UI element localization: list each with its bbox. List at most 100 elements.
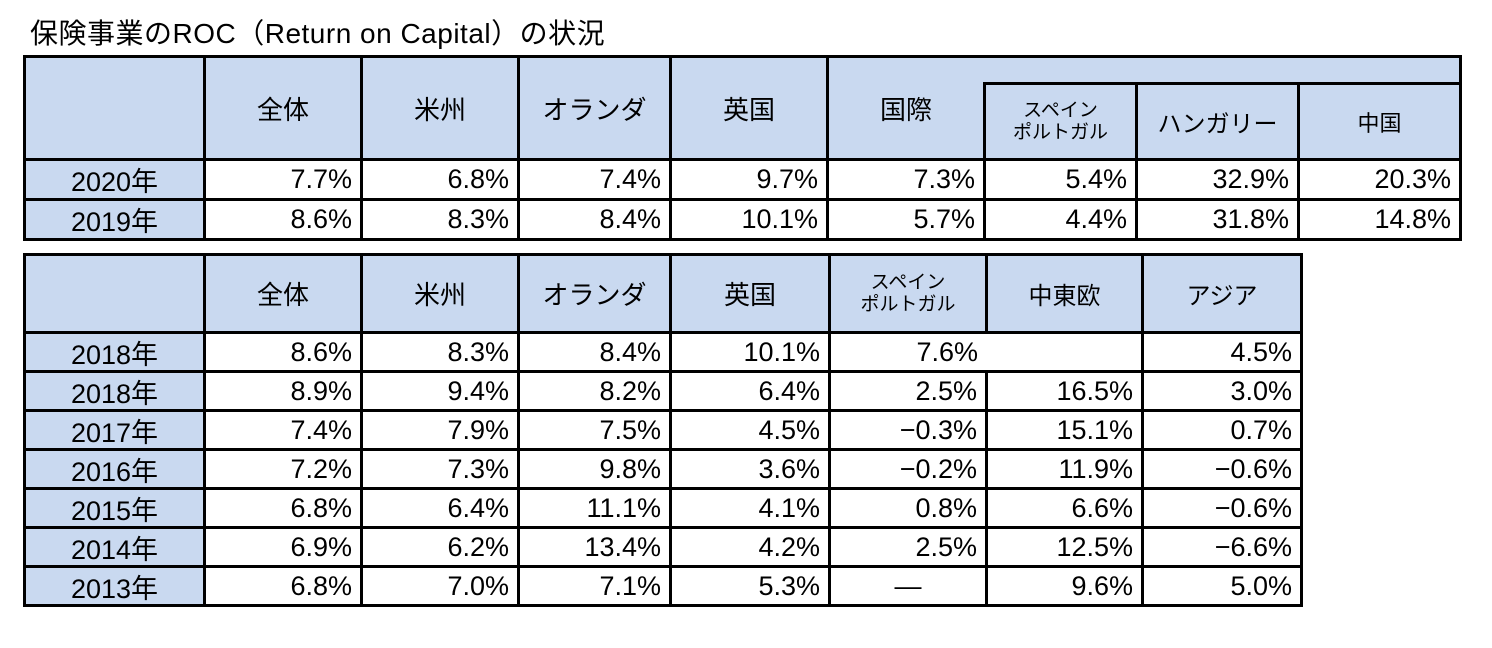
value-cell: 8.9% xyxy=(203,373,360,409)
value-cell: −0.2% xyxy=(828,451,985,487)
value-cell: 9.7% xyxy=(669,161,826,198)
value-cell: 6.9% xyxy=(203,529,360,565)
value-cell: 10.1% xyxy=(669,334,828,370)
table-row-2016: 2016年 7.2% 7.3% 9.8% 3.6% −0.2% 11.9% −0… xyxy=(26,448,1300,487)
header-cell-hungary: ハンガリー xyxy=(1135,85,1297,158)
value-cell: 16.5% xyxy=(985,373,1141,409)
value-cell: 9.4% xyxy=(360,373,517,409)
header-cell-americas: 米州 xyxy=(360,256,517,331)
dash-cell: ― xyxy=(828,568,985,604)
table-row-2014: 2014年 6.9% 6.2% 13.4% 4.2% 2.5% 12.5% −6… xyxy=(26,526,1300,565)
value-cell: 8.4% xyxy=(517,201,669,238)
value-cell: 8.3% xyxy=(360,334,517,370)
value-cell: 7.0% xyxy=(360,568,517,604)
merged-value-cell-spain-cee: 7.6% xyxy=(828,334,1141,370)
value-cell: 7.5% xyxy=(517,412,669,448)
value-cell: 7.1% xyxy=(517,568,669,604)
subgroup-top-strip xyxy=(983,58,1459,82)
value-cell: 8.2% xyxy=(517,373,669,409)
header-cell-spain-portugal: スペイン ポルトガル xyxy=(986,85,1135,158)
value-cell: 8.3% xyxy=(360,201,517,238)
value-cell: 5.4% xyxy=(983,161,1135,198)
value-cell: 8.6% xyxy=(203,334,360,370)
value-cell: 15.1% xyxy=(985,412,1141,448)
value-cell: 0.8% xyxy=(828,490,985,526)
value-cell: 5.0% xyxy=(1141,568,1300,604)
value-cell: 4.5% xyxy=(669,412,828,448)
value-cell: 7.9% xyxy=(360,412,517,448)
value-cell: 6.6% xyxy=(985,490,1141,526)
value-cell: 5.3% xyxy=(669,568,828,604)
value-cell: 8.4% xyxy=(517,334,669,370)
value-cell: 6.4% xyxy=(669,373,828,409)
year-cell: 2013年 xyxy=(26,568,203,604)
header-cell-blank xyxy=(26,58,203,158)
value-cell: 8.6% xyxy=(203,201,360,238)
header-cell-cee: 中東欧 xyxy=(985,256,1141,331)
value-cell: 10.1% xyxy=(669,201,826,238)
year-cell: 2020年 xyxy=(26,161,203,198)
table-row-2017: 2017年 7.4% 7.9% 7.5% 4.5% −0.3% 15.1% 0.… xyxy=(26,409,1300,448)
value-cell: 32.9% xyxy=(1135,161,1297,198)
value-cell: 3.0% xyxy=(1141,373,1300,409)
value-cell: 2.5% xyxy=(828,529,985,565)
year-cell: 2018年 xyxy=(26,334,203,370)
value-cell: 7.4% xyxy=(203,412,360,448)
table-row-2019: 2019年 8.6% 8.3% 8.4% 10.1% 5.7% 4.4% 31.… xyxy=(26,198,1459,238)
table-row-2015: 2015年 6.8% 6.4% 11.1% 4.1% 0.8% 6.6% −0.… xyxy=(26,487,1300,526)
header-cell-total: 全体 xyxy=(203,58,360,158)
value-cell: 7.3% xyxy=(826,161,983,198)
header-cell-uk: 英国 xyxy=(669,58,826,158)
value-cell: 5.7% xyxy=(826,201,983,238)
year-cell: 2017年 xyxy=(26,412,203,448)
value-cell: 6.8% xyxy=(360,161,517,198)
value-cell: 11.1% xyxy=(517,490,669,526)
value-cell: 2.5% xyxy=(828,373,985,409)
value-cell: 0.7% xyxy=(1141,412,1300,448)
value-cell: 13.4% xyxy=(517,529,669,565)
international-subgroup: スペイン ポルトガル ハンガリー 中国 xyxy=(983,58,1459,158)
value-cell: 7.3% xyxy=(360,451,517,487)
table-row-2013: 2013年 6.8% 7.0% 7.1% 5.3% ― 9.6% 5.0% xyxy=(26,565,1300,604)
table-row-2018b: 2018年 8.9% 9.4% 8.2% 6.4% 2.5% 16.5% 3.0… xyxy=(26,370,1300,409)
value-cell: 6.8% xyxy=(203,490,360,526)
value-cell: 7.2% xyxy=(203,451,360,487)
year-cell: 2016年 xyxy=(26,451,203,487)
value-cell: 14.8% xyxy=(1297,201,1459,238)
header-cell-uk: 英国 xyxy=(669,256,828,331)
header-cell-international: 国際 xyxy=(826,58,983,158)
header-cell-netherlands: オランダ xyxy=(517,256,669,331)
subgroup-box: スペイン ポルトガル ハンガリー 中国 xyxy=(983,82,1459,158)
value-cell: 9.8% xyxy=(517,451,669,487)
header-cell-blank xyxy=(26,256,203,331)
value-cell: 31.8% xyxy=(1135,201,1297,238)
value-cell: 4.5% xyxy=(1141,334,1300,370)
header-cell-netherlands: オランダ xyxy=(517,58,669,158)
header-cell-asia: アジア xyxy=(1141,256,1300,331)
page-title: 保険事業のROC（Return on Capital）の状況 xyxy=(30,18,606,49)
table2-header-row: 全体 米州 オランダ 英国 スペイン ポルトガル 中東欧 アジア xyxy=(26,256,1300,331)
value-cell: 3.6% xyxy=(669,451,828,487)
value-cell: 7.4% xyxy=(517,161,669,198)
value-cell: 6.4% xyxy=(360,490,517,526)
header-cell-spain-portugal: スペイン ポルトガル xyxy=(828,256,985,331)
value-cell: −6.6% xyxy=(1141,529,1300,565)
value-cell: 20.3% xyxy=(1297,161,1459,198)
value-cell: 12.5% xyxy=(985,529,1141,565)
roc-table-recent: 全体 米州 オランダ 英国 国際 スペイン ポルトガル ハンガリー 中国 202… xyxy=(23,55,1462,241)
value-cell: 11.9% xyxy=(985,451,1141,487)
value-cell: 9.6% xyxy=(985,568,1141,604)
table1-header-row: 全体 米州 オランダ 英国 国際 スペイン ポルトガル ハンガリー 中国 xyxy=(26,58,1459,158)
year-cell: 2019年 xyxy=(26,201,203,238)
header-cell-china: 中国 xyxy=(1297,85,1459,158)
value-cell: 4.1% xyxy=(669,490,828,526)
roc-table-history: 全体 米州 オランダ 英国 スペイン ポルトガル 中東欧 アジア 2018年 8… xyxy=(23,253,1303,607)
value-cell: 6.8% xyxy=(203,568,360,604)
value-cell: 4.2% xyxy=(669,529,828,565)
header-cell-total: 全体 xyxy=(203,256,360,331)
year-cell: 2015年 xyxy=(26,490,203,526)
value-cell: 7.7% xyxy=(203,161,360,198)
header-cell-americas: 米州 xyxy=(360,58,517,158)
value-cell: −0.3% xyxy=(828,412,985,448)
table-row-2018a: 2018年 8.6% 8.3% 8.4% 10.1% 7.6% 4.5% xyxy=(26,331,1300,370)
